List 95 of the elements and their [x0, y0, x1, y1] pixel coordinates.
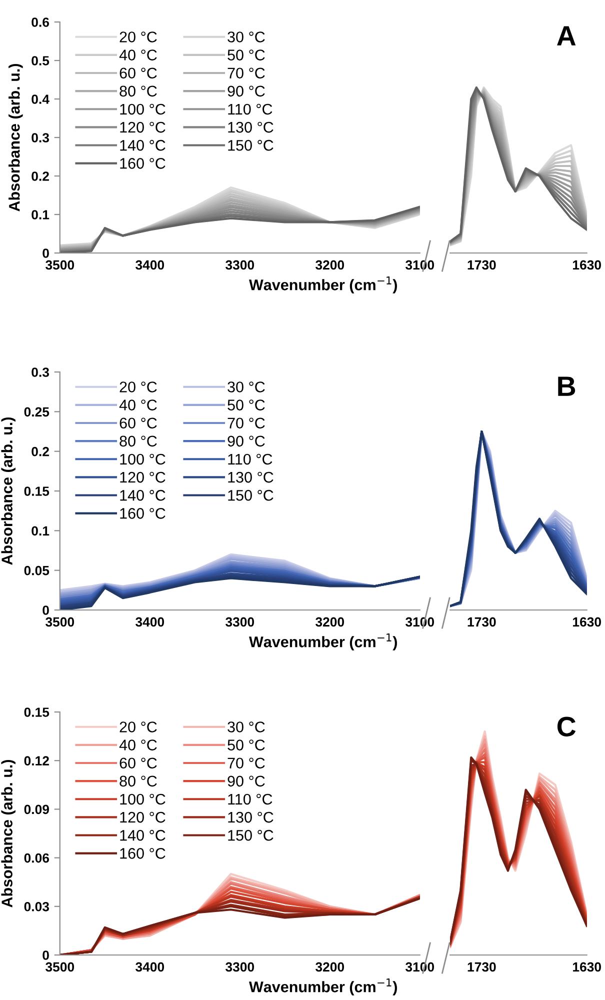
- x-tick-label: 1730: [468, 260, 496, 270]
- legend-label: 110 °C: [228, 104, 272, 115]
- legend-label: 50 °C: [228, 740, 265, 750]
- y-tick-label: 0.12: [24, 756, 49, 766]
- legend-label: 130 °C: [228, 122, 274, 133]
- x-tick-label: 3400: [136, 617, 164, 627]
- y-axis-title: Absorbance (arb. u.): [1, 417, 16, 565]
- y-tick-label: 0.1: [32, 526, 50, 536]
- y-tick-label: 0.09: [24, 804, 49, 814]
- legend-label: 60 °C: [120, 758, 157, 769]
- legend-label: 80 °C: [120, 436, 157, 447]
- x-tick-label: 1630: [573, 617, 601, 627]
- x-tick-label: 3300: [226, 617, 254, 627]
- legend-label: 100 °C: [120, 794, 166, 805]
- y-tick-label: 0.5: [32, 56, 50, 66]
- legend-label: 20 °C: [120, 32, 157, 42]
- x-tick-label: 3100: [406, 617, 434, 627]
- y-tick-label: 0.06: [24, 853, 50, 863]
- legend-label: 40 °C: [119, 50, 157, 60]
- chart-title: B: [558, 376, 576, 396]
- y-tick-label: 0.2: [32, 446, 49, 456]
- y-tick-label: 0.2: [32, 172, 49, 181]
- legend-label: 60 °C: [120, 418, 157, 429]
- legend-label: 30 °C: [228, 32, 265, 42]
- legend-label: 40 °C: [119, 740, 157, 750]
- legend-label: 90 °C: [228, 86, 265, 97]
- legend-label: 160 °C: [120, 508, 166, 519]
- x-tick-label: 3300: [226, 962, 254, 972]
- x-tick-label: 3500: [46, 962, 74, 972]
- x-axis-title: Wavenumber (cm$^{−1}$): [248, 634, 397, 650]
- legend-label: 120 °C: [120, 122, 166, 133]
- y-tick-label: 0.15: [24, 486, 50, 496]
- x-axis-title: Wavenumber (cm$^{−1}$): [248, 978, 397, 996]
- legend-label: 100 °C: [120, 454, 166, 465]
- legend-label: 80 °C: [120, 776, 157, 787]
- legend-label: 30 °C: [228, 382, 265, 392]
- legend-label: 130 °C: [228, 812, 274, 823]
- x-tick-label: 3500: [46, 617, 74, 627]
- y-tick-label: 0.3: [32, 368, 50, 377]
- y-axis-title: Absorbance (arb. u.): [1, 760, 16, 908]
- legend-label: 130 °C: [228, 472, 274, 483]
- y-tick-label: 0.25: [24, 407, 50, 417]
- x-tick-label: 1730: [468, 962, 496, 972]
- legend-label: 100 °C: [120, 104, 166, 115]
- legend-label: 70 °C: [228, 68, 265, 79]
- legend-label: 160 °C: [120, 848, 166, 859]
- x-tick-label: 3400: [136, 260, 164, 270]
- x-tick-label: 1630: [573, 962, 601, 972]
- legend-label: 150 °C: [228, 830, 274, 841]
- x-tick-label: 3200: [316, 962, 344, 972]
- legend-label: 90 °C: [228, 776, 265, 787]
- y-tick-label: 0: [42, 606, 49, 615]
- legend-label: 120 °C: [120, 472, 166, 483]
- x-tick-label: 1630: [573, 260, 601, 270]
- legend-label: 80 °C: [120, 86, 157, 97]
- legend-label: 110 °C: [228, 794, 272, 805]
- legend-label: 20 °C: [120, 382, 157, 392]
- legend-label: 150 °C: [228, 140, 274, 151]
- legend-label: 140 °C: [120, 490, 166, 501]
- x-tick-label: 1730: [468, 617, 496, 627]
- y-tick-label: 0.4: [32, 94, 50, 104]
- y-tick-label: 0.1: [32, 210, 50, 220]
- x-tick-label: 3500: [46, 260, 74, 270]
- chart-title: A: [557, 26, 576, 46]
- legend-label: 30 °C: [228, 722, 265, 732]
- legend-label: 50 °C: [228, 400, 265, 410]
- y-tick-label: 0.03: [24, 902, 50, 912]
- legend-label: 20 °C: [120, 722, 157, 732]
- legend-label: 120 °C: [120, 812, 166, 823]
- x-tick-label: 3300: [226, 260, 254, 270]
- legend-label: 90 °C: [228, 436, 265, 447]
- x-tick-label: 3100: [406, 260, 434, 270]
- y-axis-title: Absorbance (arb. u.): [8, 64, 23, 212]
- y-tick-label: 0.3: [32, 133, 50, 142]
- y-tick-label: 0.6: [32, 18, 50, 27]
- x-axis-title: Wavenumber (cm$^{−1}$): [248, 276, 397, 294]
- legend-label: 70 °C: [228, 758, 265, 769]
- legend-label: 160 °C: [120, 158, 166, 169]
- legend-label: 50 °C: [228, 50, 265, 60]
- legend-label: 140 °C: [120, 830, 166, 841]
- y-tick-label: 0.15: [24, 708, 50, 717]
- legend-label: 60 °C: [120, 68, 157, 79]
- y-tick-label: 0: [42, 248, 49, 258]
- legend-label: 150 °C: [228, 490, 274, 501]
- legend-label: 110 °C: [228, 454, 272, 465]
- legend-label: 140 °C: [120, 140, 166, 151]
- x-tick-label: 3200: [316, 260, 344, 270]
- y-tick-label: 0: [42, 950, 49, 960]
- x-tick-label: 3200: [316, 617, 344, 627]
- legend-label: 70 °C: [228, 418, 265, 429]
- chart-title: C: [557, 716, 576, 736]
- x-tick-label: 3400: [136, 962, 164, 972]
- y-tick-label: 0.05: [24, 566, 50, 576]
- x-tick-label: 3100: [406, 962, 434, 972]
- legend-label: 40 °C: [119, 400, 157, 410]
